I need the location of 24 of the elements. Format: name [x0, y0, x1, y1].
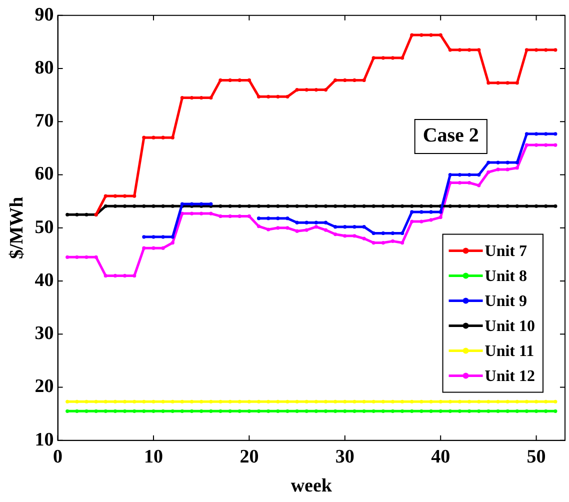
x-tick-label: 40: [431, 446, 450, 468]
y-tick-label: 80: [34, 57, 54, 78]
x-tick-label: 10: [144, 446, 163, 468]
x-tick-label: 20: [240, 446, 259, 468]
y-tick-label: 20: [34, 376, 54, 398]
y-tick-label: 70: [34, 110, 54, 132]
x-tick-label: 0: [53, 446, 63, 468]
legend-label: Unit 11: [484, 342, 534, 360]
y-tick-label: 50: [34, 216, 54, 238]
x-axis-title: week: [290, 476, 332, 497]
legend-label: Unit 9: [484, 292, 528, 310]
legend-label: Unit 8: [484, 268, 528, 285]
y-tick-label: 10: [34, 429, 54, 450]
x-tick-label: 30: [335, 446, 354, 468]
legend-label: Unit 12: [484, 368, 536, 385]
y-axis-title: $/MWh: [6, 196, 28, 260]
y-tick-label: 40: [34, 270, 54, 291]
y-tick-label: 60: [34, 164, 54, 185]
y-tick-label: 90: [34, 4, 54, 26]
annotation: Case 2: [422, 124, 479, 147]
y-tick-label: 30: [34, 323, 54, 344]
x-tick-label: 50: [526, 446, 546, 468]
legend-label: Unit 10: [484, 318, 536, 335]
legend-label: Unit 7: [484, 242, 528, 260]
